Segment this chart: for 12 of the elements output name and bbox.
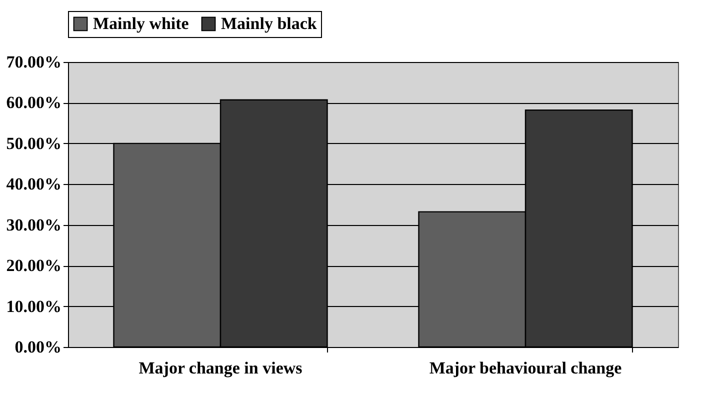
legend-label: Mainly white [93, 14, 190, 33]
y-tick-label: 30.00% [6, 215, 62, 234]
y-tick-label: 70.00% [6, 52, 62, 72]
x-tick-label: Major behavioural change [429, 358, 622, 378]
y-tick-label: 20.00% [6, 256, 62, 276]
legend-label: Mainly black [221, 14, 318, 33]
y-tick-label: 0.00% [14, 338, 62, 356]
y-tick-label: 50.00% [6, 134, 62, 153]
x-tick-label: Major change in views [138, 358, 303, 378]
y-tick-label: 10.00% [6, 296, 62, 316]
y-tick-label: 60.00% [6, 93, 62, 112]
y-tick-label: 40.00% [6, 174, 62, 194]
